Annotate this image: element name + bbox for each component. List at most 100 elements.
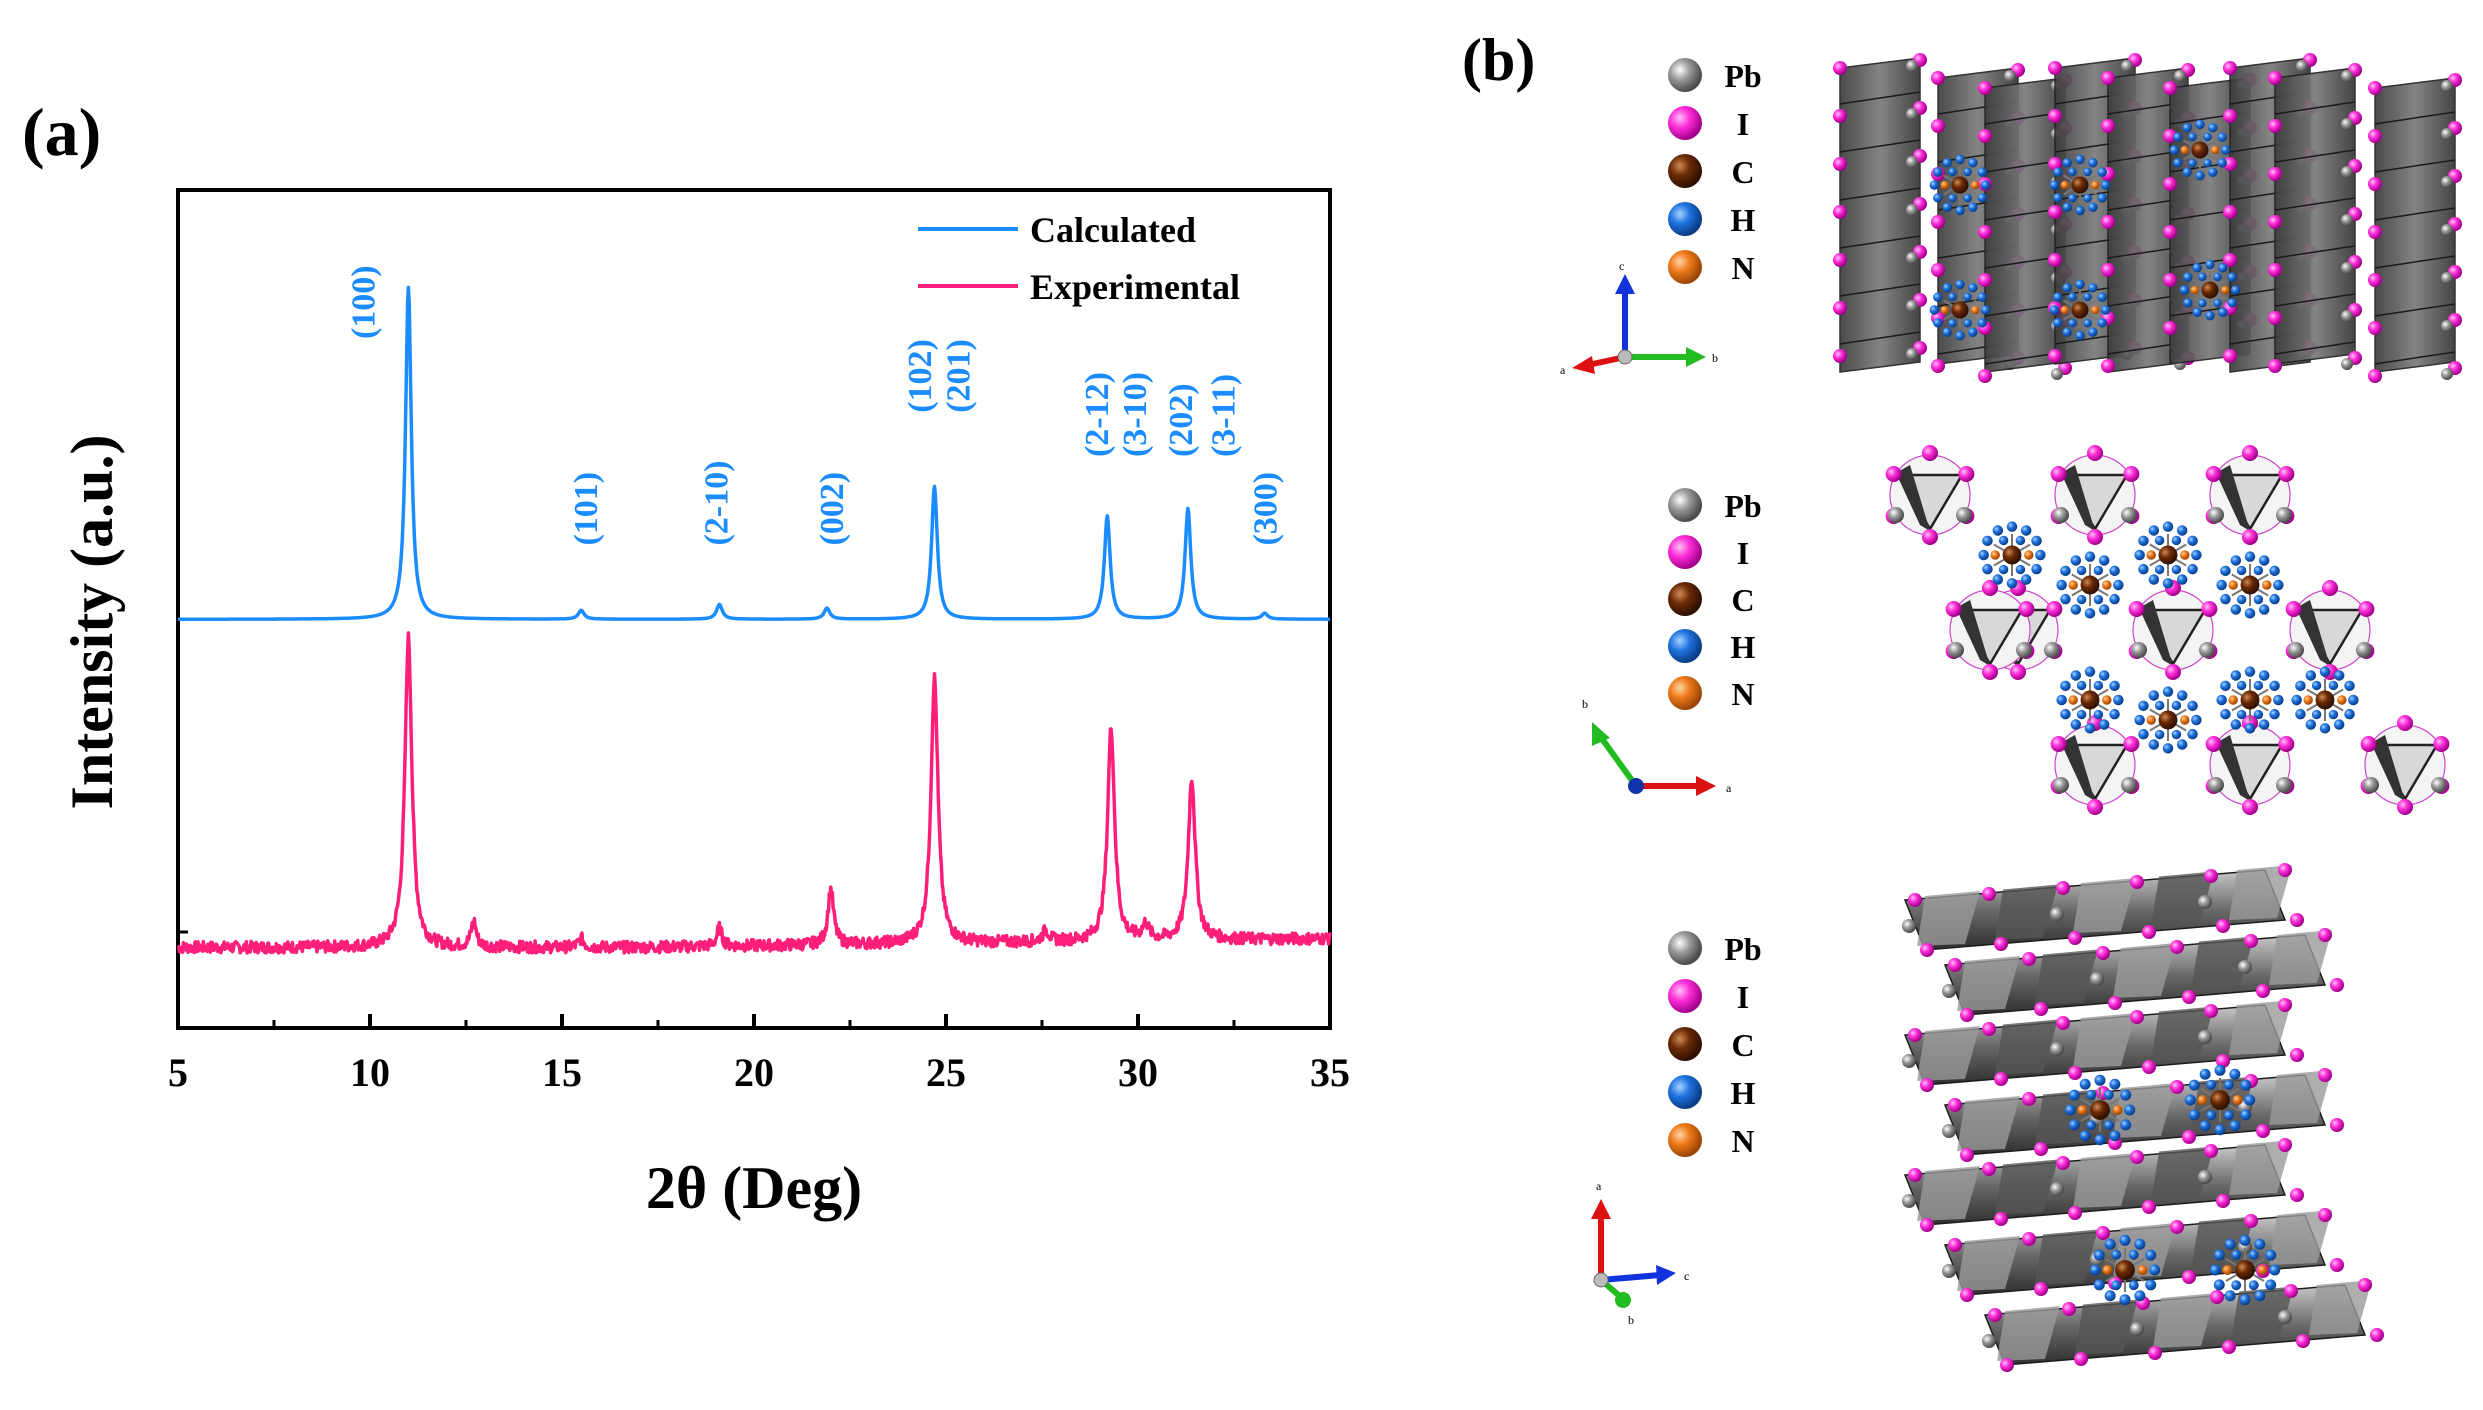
atom-h: [2015, 535, 2026, 546]
atom-h: [2109, 1078, 2121, 1090]
peak-label: (300): [1248, 472, 1285, 546]
atom-n: [2228, 695, 2238, 705]
atom-i: [2056, 1016, 2070, 1030]
atom-h: [2198, 298, 2207, 308]
atom-h: [1933, 193, 1943, 203]
atom-pb: [1956, 507, 1972, 523]
crystal-structure-view-1: [1833, 53, 2462, 383]
organic-cation: [2134, 521, 2202, 589]
atom-h: [1982, 535, 1993, 547]
atom-n: [1970, 305, 1980, 315]
atom-h: [2217, 158, 2227, 168]
octahedron-face: [1995, 884, 2058, 940]
atom-i: [1948, 1098, 1962, 1112]
atom-h: [2088, 327, 2098, 337]
pbi6-chain-end-view: [2205, 445, 2295, 545]
atom-i: [2142, 1200, 2156, 1214]
axis-a-head: [1696, 776, 1716, 796]
atom-legend-ball-n: [1668, 1123, 1702, 1157]
atom-h: [2062, 327, 2072, 337]
x-tick-label: 35: [1310, 1050, 1350, 1095]
atom-i: [2205, 736, 2222, 752]
atom-i: [2087, 529, 2103, 545]
atom-pb: [2208, 507, 2224, 523]
atom-c: [2158, 710, 2178, 730]
atom-h: [1998, 535, 2009, 546]
atom-h: [2213, 1279, 2225, 1291]
atom-h: [2070, 604, 2082, 615]
atom-i: [1994, 937, 2008, 951]
crystal-structure-view-2: [1885, 445, 2450, 815]
atom-i: [2182, 990, 2196, 1004]
atom-h: [2103, 1089, 2114, 1100]
octahedron-side: [2296, 600, 2330, 666]
atom-c: [1951, 301, 1969, 319]
atom-h: [2076, 565, 2087, 576]
atom-h: [1977, 292, 1987, 302]
atom-h: [2229, 1120, 2241, 1132]
atom-h: [2265, 1249, 2277, 1261]
atom-h: [2162, 578, 2174, 589]
atom-h: [2218, 307, 2228, 317]
octahedron-face: [2191, 936, 2254, 992]
atom-n: [1970, 180, 1980, 190]
atom-h: [2100, 305, 2111, 315]
atom-h: [1955, 154, 1965, 165]
atom-h: [2195, 119, 2205, 130]
atom-i: [2201, 601, 2218, 617]
atom-h: [2231, 1280, 2242, 1291]
atom-i: [2368, 369, 2382, 383]
atom-i: [2101, 71, 2115, 85]
atom-c: [2071, 301, 2089, 319]
atom-pb: [2044, 642, 2060, 658]
peak-label: (100): [345, 265, 382, 339]
pbi6-chain-end-view: [1945, 580, 2035, 680]
atom-h: [2086, 1120, 2097, 1131]
organic-cation: [2056, 666, 2124, 734]
atom-h: [1968, 202, 1978, 212]
atom-h: [2182, 123, 2192, 133]
atom-h: [2269, 593, 2280, 605]
atom-h: [2104, 1290, 2116, 1302]
atom-i: [2022, 1232, 2036, 1246]
atom-i: [1833, 61, 1847, 75]
octahedron-face: [2035, 949, 2098, 1005]
pbi6-chain-end-view: [2285, 580, 2375, 680]
atom-i: [2048, 205, 2062, 219]
atom-i: [2285, 601, 2302, 617]
atom-h: [2179, 285, 2190, 295]
atom-h: [2084, 666, 2096, 677]
atom-h: [2062, 158, 2072, 168]
atom-h: [2188, 158, 2197, 168]
atom-legend-ball-pb: [1668, 931, 1702, 965]
atom-h: [2258, 604, 2270, 615]
atom-pb: [1906, 108, 1918, 120]
atom-h: [2064, 1104, 2076, 1116]
pbi6-chain-end-view: [2205, 715, 2295, 815]
atom-n: [2262, 695, 2272, 705]
atom-i: [2050, 736, 2067, 752]
pbi6-chain-end-view: [1885, 445, 1975, 545]
octahedron-face: [2075, 1299, 2138, 1355]
atom-h: [2206, 1110, 2217, 1121]
atom-i: [1960, 1148, 1974, 1162]
atom-i: [1908, 893, 1922, 907]
octahedron-edge: [1839, 235, 1921, 249]
atom-h: [2049, 305, 2060, 315]
axis-b-head: [1615, 1292, 1631, 1308]
atom-pb: [2441, 176, 2453, 188]
atom-h: [2208, 167, 2218, 177]
atom-h: [2088, 283, 2098, 293]
atom-h: [2205, 259, 2215, 270]
atom-i: [2163, 129, 2177, 143]
atom-i: [1920, 1218, 1934, 1232]
atom-h: [2006, 521, 2018, 532]
x-axis-label: 2θ (Deg): [646, 1155, 862, 1221]
atom-n: [2180, 550, 2190, 560]
atom-pb: [1906, 60, 1918, 72]
atom-i: [2360, 736, 2377, 752]
axis-triad-view-3: a c b: [1591, 1179, 1689, 1327]
atom-h: [2253, 565, 2264, 576]
axis-origin: [1617, 349, 1633, 365]
